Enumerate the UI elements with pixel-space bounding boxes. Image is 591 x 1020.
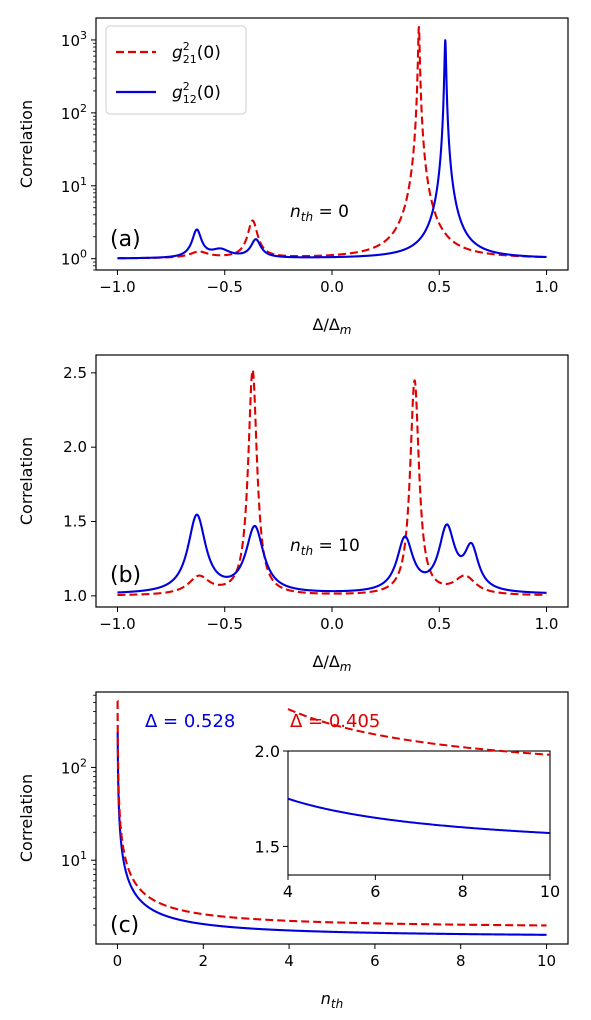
panel-c-label: (c): [110, 913, 139, 938]
series-line-g21: [116, 369, 548, 597]
inset-series-line: [287, 797, 551, 835]
inset-x-tick-label: 10: [540, 882, 560, 901]
panel-b-xlabel: Δ/Δm: [313, 652, 352, 674]
x-tick-label: −0.5: [207, 278, 243, 296]
inset-curves: [287, 708, 551, 835]
y-tick-label: 101: [61, 849, 87, 870]
series-line-g21: [116, 26, 548, 260]
panel-c-inset: 4 6 8 10 1.5 2.0: [255, 708, 560, 901]
x-tick-label: −0.5: [207, 615, 243, 633]
y-tick-label: 2.5: [63, 364, 87, 382]
x-tick-label: 2: [198, 952, 208, 970]
panel-c-ylabel: Correlation: [17, 774, 36, 862]
y-tick-label: 1.0: [63, 587, 87, 605]
x-tick-label: 0.0: [320, 278, 344, 296]
panel-b: −1.0 −0.5 0.0 0.5 1.0 1.0 1.5 2.0 2.5 Correlati…: [17, 354, 569, 674]
x-tick-label: 0.0: [320, 615, 344, 633]
inset-frame: [287, 750, 551, 876]
panel-c-label-blue: Δ = 0.528: [145, 711, 235, 732]
y-tick-label: 103: [61, 29, 87, 50]
series-line-c: [116, 699, 547, 927]
x-tick-label: 1.0: [535, 278, 559, 296]
inset-x-tick-label: 8: [458, 882, 468, 901]
y-tick-label: 2.0: [63, 438, 87, 456]
panel-b-frame: [95, 354, 569, 608]
panel-c-xticks: 0 2 4 6 8 10: [113, 944, 556, 970]
x-tick-label: 4: [284, 952, 294, 970]
y-tick-label: 1.5: [63, 513, 87, 531]
panel-a-yticks: 100 101 102 103: [61, 29, 96, 271]
panel-c-frame: [95, 691, 569, 945]
x-tick-label: 1.0: [535, 615, 559, 633]
legend-label-g12: g2 12(0): [172, 80, 221, 106]
inset-y-tick-label: 2.0: [255, 742, 280, 761]
x-tick-label: 6: [370, 952, 380, 970]
inset-yticks: 1.5 2.0: [255, 742, 288, 856]
panel-c-curves: [116, 699, 547, 936]
panel-b-xticks: −1.0 −0.5 0.0 0.5 1.0: [99, 607, 558, 633]
x-tick-label: 10: [537, 952, 556, 970]
x-tick-label: 0: [113, 952, 123, 970]
inset-xticks: 4 6 8 10: [283, 875, 560, 901]
y-tick-label: 101: [61, 175, 87, 196]
series-line-g12: [116, 39, 548, 260]
y-tick-label: 102: [61, 756, 87, 777]
panel-a-ylabel: Correlation: [17, 100, 36, 188]
panel-a: −1.0 −0.5 0.0 0.5 1.0 100 101 102 103 Correlati…: [17, 17, 569, 337]
panel-c: 0 2 4 6 8 10 101 102 Correlation nth (c) Δ = 0…: [17, 691, 569, 1011]
inset-y-tick-label: 1.5: [255, 837, 280, 856]
legend-label-g21: g2 21(0): [172, 40, 221, 66]
panel-b-curves: [116, 369, 548, 597]
series-line-c: [116, 731, 547, 936]
panel-c-yticks: 101 102: [61, 694, 96, 926]
panel-c-label-red: Δ = 0.405: [290, 711, 380, 732]
inset-x-tick-label: 4: [283, 882, 293, 901]
legend: g2 21(0) g2 12(0): [105, 25, 247, 115]
series-line-g12: [116, 513, 548, 594]
panel-a-xticks: −1.0 −0.5 0.0 0.5 1.0: [99, 270, 558, 296]
panel-a-curves: [116, 26, 548, 260]
panel-a-label: (a): [110, 227, 141, 252]
panel-a-annotation: nth = 0: [290, 202, 349, 224]
x-tick-label: −1.0: [99, 615, 135, 633]
x-tick-label: 0.5: [427, 278, 451, 296]
panel-b-yticks: 1.0 1.5 2.0 2.5: [63, 364, 96, 605]
panel-b-annotation: nth = 10: [290, 536, 360, 558]
x-tick-label: 8: [456, 952, 466, 970]
x-tick-label: −1.0: [99, 278, 135, 296]
inset-series-line: [287, 708, 551, 756]
y-tick-label: 100: [61, 248, 87, 269]
panel-b-ylabel: Correlation: [17, 437, 36, 525]
panel-b-label: (b): [110, 563, 141, 588]
inset-x-tick-label: 6: [370, 882, 380, 901]
panel-a-xlabel: Δ/Δm: [313, 315, 352, 337]
panel-c-xlabel: nth: [321, 989, 343, 1011]
y-tick-label: 102: [61, 102, 87, 123]
x-tick-label: 0.5: [427, 615, 451, 633]
